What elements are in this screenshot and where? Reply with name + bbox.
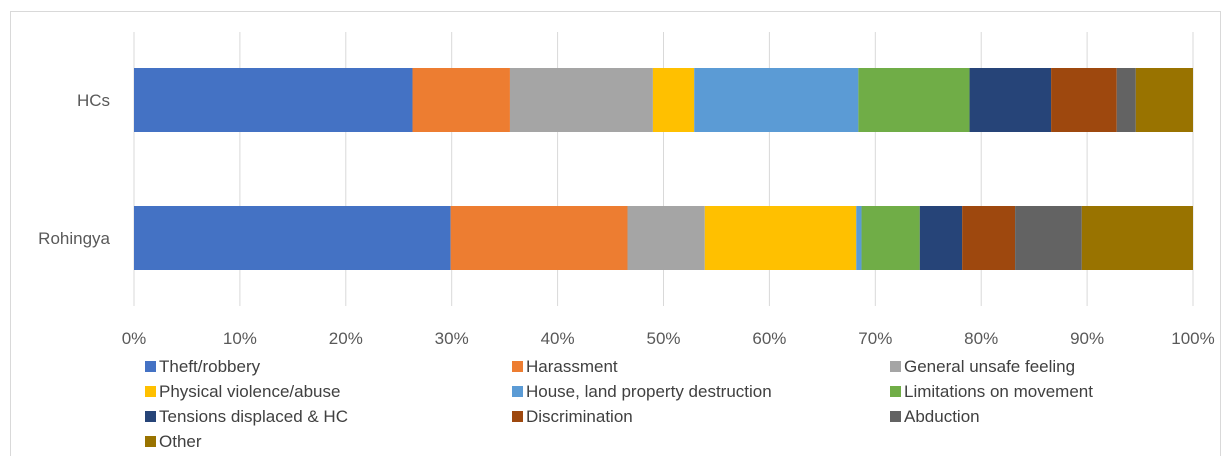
- legend-label: House, land property destruction: [526, 382, 772, 401]
- legend-swatch: [145, 436, 156, 447]
- bar-segment: [1116, 68, 1136, 132]
- bar-segment: [969, 68, 1052, 132]
- x-tick-label: 20%: [329, 329, 363, 348]
- legend-swatch: [890, 386, 901, 397]
- bar-segment: [134, 206, 451, 270]
- x-tick-label: 100%: [1171, 329, 1214, 348]
- x-tick-label: 50%: [646, 329, 680, 348]
- legend-label: General unsafe feeling: [904, 357, 1075, 376]
- legend-label: Limitations on movement: [904, 382, 1093, 401]
- legend-swatch: [145, 361, 156, 372]
- x-tick-label: 60%: [752, 329, 786, 348]
- category-label: Rohingya: [38, 229, 110, 248]
- legend-swatch: [512, 386, 523, 397]
- legend-swatch: [890, 411, 901, 422]
- x-tick-label: 30%: [435, 329, 469, 348]
- bar-segment: [509, 68, 653, 132]
- chart-frame: [10, 11, 1221, 456]
- bar-segment: [627, 206, 705, 270]
- legend-swatch: [512, 361, 523, 372]
- bar-segment: [858, 68, 970, 132]
- legend-swatch: [145, 386, 156, 397]
- bar-segment: [134, 68, 413, 132]
- category-label: HCs: [77, 91, 110, 110]
- category-labels: HCs Rohingya: [38, 91, 110, 248]
- bar-segment: [1081, 206, 1193, 270]
- legend-swatch: [512, 411, 523, 422]
- bars: [134, 68, 1193, 270]
- bar-segment: [861, 206, 920, 270]
- legend-label: Physical violence/abuse: [159, 382, 340, 401]
- x-tick-label: 40%: [541, 329, 575, 348]
- x-tick-label: 70%: [858, 329, 892, 348]
- x-axis-ticks: 0% 10% 20% 30% 40% 50% 60% 70% 80% 90% 100%: [122, 329, 1215, 348]
- legend-label: Discrimination: [526, 407, 633, 426]
- legend: Theft/robbery Harassment General unsafe fe…: [145, 357, 1093, 451]
- legend-label: Harassment: [526, 357, 618, 376]
- legend-label: Other: [159, 432, 202, 451]
- legend-swatch: [890, 361, 901, 372]
- bar-segment: [412, 68, 510, 132]
- bar-segment: [652, 68, 695, 132]
- bar-segment: [1015, 206, 1082, 270]
- x-tick-label: 80%: [964, 329, 998, 348]
- legend-label: Theft/robbery: [159, 357, 261, 376]
- bar-segment: [694, 68, 859, 132]
- x-tick-label: 0%: [122, 329, 147, 348]
- bar-segment: [1135, 68, 1193, 132]
- bar-segment: [856, 206, 862, 270]
- legend-swatch: [145, 411, 156, 422]
- legend-label: Abduction: [904, 407, 980, 426]
- bar-segment: [704, 206, 857, 270]
- bar-segment: [450, 206, 628, 270]
- x-tick-label: 10%: [223, 329, 257, 348]
- bar-segment: [919, 206, 963, 270]
- bar-segment: [962, 206, 1016, 270]
- bar-segment: [1051, 68, 1117, 132]
- legend-label: Tensions displaced & HC: [159, 407, 348, 426]
- x-tick-label: 90%: [1070, 329, 1104, 348]
